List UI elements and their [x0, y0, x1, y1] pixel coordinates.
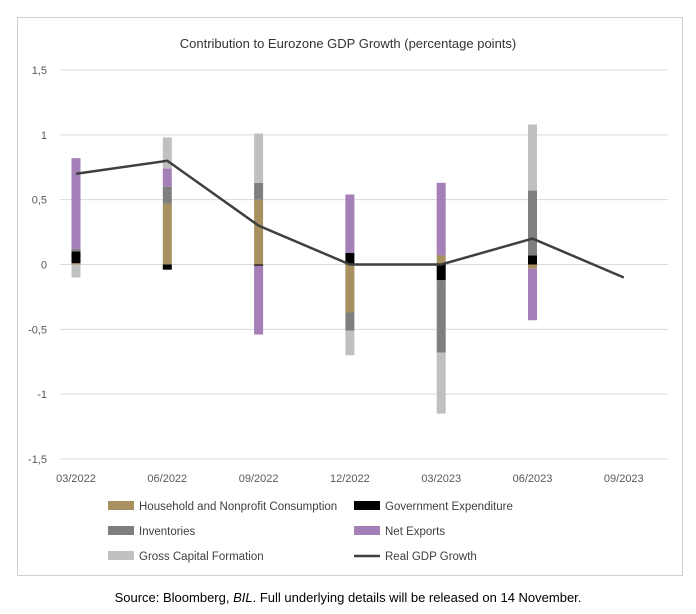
y-tick-label: 0 — [41, 260, 47, 272]
bar-segment — [71, 263, 81, 265]
bar-segment — [345, 264, 355, 313]
bar-segment — [528, 268, 537, 321]
bar-segment — [436, 182, 446, 256]
bar-segment — [162, 264, 172, 270]
bar-segment — [71, 264, 81, 278]
x-tick-label: 09/2022 — [239, 473, 279, 485]
gdp-contribution-chart: Contribution to Eurozone GDP Growth (per… — [28, 36, 668, 563]
legend-swatch — [354, 501, 380, 510]
bar-segment — [345, 312, 355, 331]
bar-segment — [436, 264, 446, 281]
legend-label: Household and Nonprofit Consumption — [139, 501, 337, 513]
legend-label: Real GDP Growth — [385, 551, 477, 563]
y-tick-label: -1 — [37, 389, 47, 401]
bar-segment — [254, 265, 264, 335]
legend-swatch — [108, 551, 134, 560]
y-tick-label: 0,5 — [32, 195, 47, 207]
bar-segment — [254, 182, 264, 200]
x-tick-label: 03/2022 — [56, 473, 96, 485]
bar-segment — [528, 190, 537, 256]
source-prefix: Source: Bloomberg, — [114, 590, 234, 605]
source-note: Source: Bloomberg, BIL. Full underlying … — [0, 590, 696, 605]
legend-swatch — [108, 501, 134, 510]
bar-segment — [528, 124, 537, 191]
bar-segment — [528, 255, 537, 265]
bar-segment — [345, 330, 355, 356]
bar-segment — [162, 137, 172, 169]
source-italic: BIL — [233, 590, 253, 605]
bar-segment — [436, 352, 446, 414]
bar-segment — [436, 280, 446, 353]
x-tick-label: 06/2022 — [147, 473, 187, 485]
legend-label: Net Exports — [385, 526, 445, 538]
y-tick-label: 1,5 — [32, 65, 47, 77]
bar-segment — [162, 203, 172, 265]
bar-segment — [254, 199, 264, 265]
x-tick-label: 09/2023 — [604, 473, 644, 485]
gdp-growth-line — [75, 159, 625, 279]
y-tick-label: -1,5 — [28, 454, 47, 466]
bar-segment — [71, 251, 81, 264]
bar-segment — [345, 194, 355, 253]
legend-label: Government Expenditure — [385, 501, 513, 513]
bar-segment — [254, 264, 264, 266]
bar-segment — [162, 168, 172, 187]
legend-swatch — [108, 526, 134, 535]
x-tick-label: 06/2023 — [513, 473, 553, 485]
bar-segment — [345, 252, 355, 265]
bar-segment — [71, 158, 81, 249]
legend-label: Inventories — [139, 526, 196, 538]
bar-segment — [71, 248, 81, 252]
bar-segment — [162, 186, 172, 204]
bar-segment — [528, 264, 537, 269]
bar-segment — [254, 133, 264, 183]
y-tick-label: 1 — [41, 130, 47, 142]
legend-label: Gross Capital Formation — [139, 551, 264, 563]
x-tick-label: 03/2023 — [421, 473, 461, 485]
legend-swatch — [354, 526, 380, 535]
x-tick-label: 12/2022 — [330, 473, 370, 485]
chart-title: Contribution to Eurozone GDP Growth (per… — [180, 36, 517, 51]
source-suffix: . Full underlying details will be releas… — [252, 590, 582, 605]
bar-segment — [436, 255, 446, 265]
y-tick-label: -0,5 — [28, 324, 47, 336]
